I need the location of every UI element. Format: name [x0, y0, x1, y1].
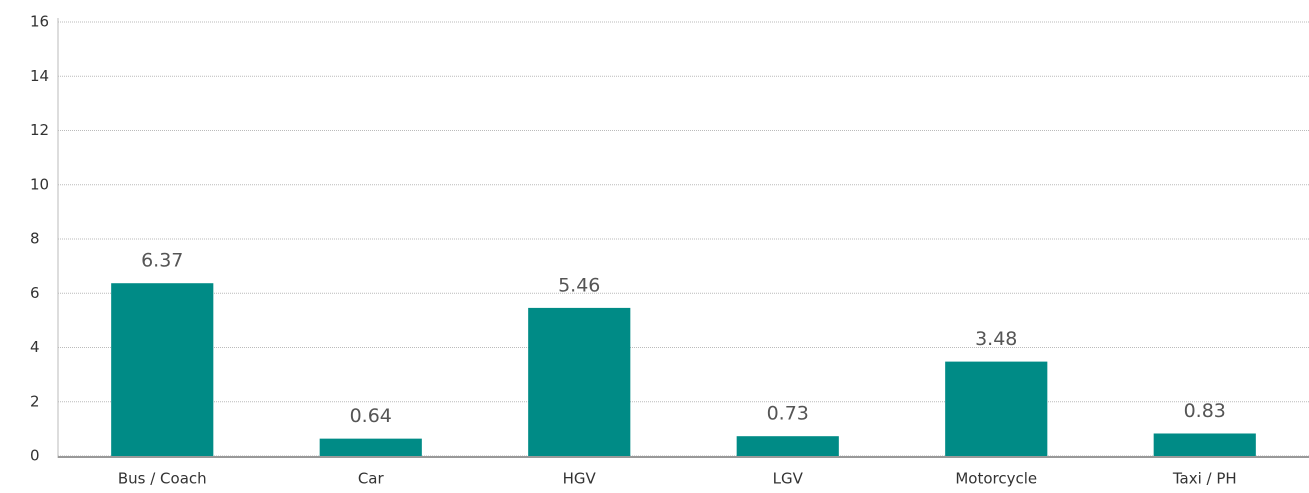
x-tick-label: HGV — [563, 470, 597, 488]
x-tick-label: Bus / Coach — [118, 470, 207, 488]
bar — [111, 283, 214, 456]
bar — [319, 438, 422, 456]
data-label: 0.64 — [350, 405, 392, 427]
x-tick-label: Car — [358, 470, 385, 488]
y-tick-label: 6 — [30, 284, 40, 302]
bar — [1153, 433, 1256, 456]
x-tick-label: Taxi / PH — [1172, 470, 1237, 488]
data-label: 6.37 — [141, 250, 183, 272]
y-tick-label: 14 — [30, 67, 49, 85]
y-tick-label: 0 — [30, 447, 40, 465]
data-label: 0.83 — [1184, 400, 1226, 422]
bar — [528, 307, 631, 456]
y-tick-label: 10 — [30, 175, 49, 193]
y-tick-label: 8 — [30, 230, 40, 248]
x-tick-label: LGV — [773, 470, 804, 488]
y-tick-label: 12 — [30, 121, 49, 139]
bar — [736, 436, 839, 456]
data-label: 0.73 — [767, 403, 809, 425]
bar — [945, 361, 1048, 456]
y-tick-label: 16 — [30, 13, 49, 31]
data-label: 5.46 — [558, 274, 600, 296]
y-tick-label: 2 — [30, 392, 40, 410]
data-label: 3.48 — [975, 328, 1017, 350]
y-tick-label: 4 — [30, 338, 40, 356]
x-tick-label: Motorcycle — [955, 470, 1037, 488]
